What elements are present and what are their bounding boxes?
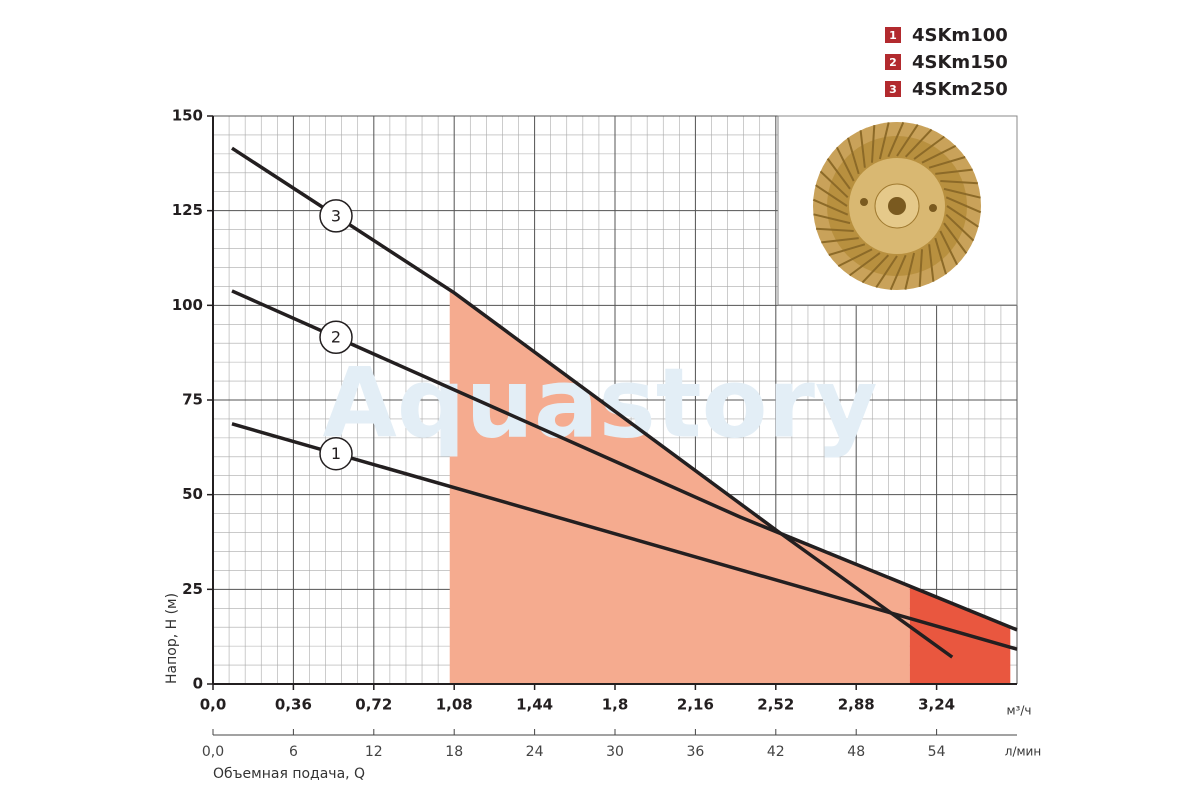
impeller-blade xyxy=(934,237,947,275)
curve-label: 3 xyxy=(331,206,341,225)
x2-tick-label: 6 xyxy=(289,744,298,760)
x2-tick-label: 42 xyxy=(767,744,785,760)
legend-number: 1 xyxy=(889,29,897,42)
x2-axis-label: Объемная подача, Q xyxy=(213,766,365,782)
curve-label: 2 xyxy=(331,328,341,347)
impeller-blade xyxy=(871,125,876,163)
impeller-blade xyxy=(836,146,855,182)
impeller-blade xyxy=(943,187,981,199)
impeller-blade xyxy=(935,168,973,175)
x2-tick-label: 18 xyxy=(445,744,463,760)
impeller-blade xyxy=(928,244,935,282)
x2-tick-label: 48 xyxy=(847,744,865,760)
legend-swatch xyxy=(885,54,901,70)
impeller-blade xyxy=(826,158,851,190)
impeller-blade xyxy=(904,252,916,290)
x2-tick-label: 30 xyxy=(606,744,624,760)
x-tick-label: 2,88 xyxy=(838,696,875,714)
y-axis-label: Напор, H (м) xyxy=(164,593,180,684)
x-tick-label: 1,08 xyxy=(436,696,473,714)
impeller-blade xyxy=(913,135,945,160)
impeller-blade xyxy=(875,255,898,288)
legend-label: 4SKm250 xyxy=(912,79,1008,100)
y-tick-label: 75 xyxy=(182,391,203,409)
impeller xyxy=(812,121,982,291)
curve xyxy=(231,289,1018,632)
impeller-blade xyxy=(943,222,968,254)
impeller-blade xyxy=(887,121,905,158)
curve-label-circle xyxy=(319,199,353,233)
y-tick-label: 0 xyxy=(193,675,203,693)
x-tick-label: 2,52 xyxy=(757,696,794,714)
legend-label: 4SKm150 xyxy=(912,52,1008,73)
impeller-blade xyxy=(837,248,873,267)
impeller-blade xyxy=(812,198,849,216)
impeller-blade xyxy=(939,230,958,266)
y-tick-label: 25 xyxy=(182,580,203,598)
x-tick-label: 1,8 xyxy=(602,696,629,714)
x-tick-label: 0,36 xyxy=(275,696,312,714)
impeller-blade xyxy=(819,170,849,199)
impeller-blade xyxy=(889,254,907,291)
impeller-blade xyxy=(861,254,890,284)
watermark: Aquastory xyxy=(322,347,877,459)
impeller-blade xyxy=(928,156,966,169)
axes: 0 25 50 75 100 125 150 0,0 0,36 0,72 1,08 1,44 1,8 2,… xyxy=(164,107,1041,783)
x2-tick-label: 0,0 xyxy=(202,744,224,760)
x-tick-label: 2,16 xyxy=(677,696,714,714)
x-tick-label: 0,72 xyxy=(355,696,392,714)
impeller-blade xyxy=(821,237,859,244)
legend-swatch xyxy=(885,81,901,97)
curve-label: 1 xyxy=(331,444,341,463)
curve-label-circle xyxy=(319,436,353,471)
y-tick-label: 100 xyxy=(172,296,203,314)
impeller-blade xyxy=(918,249,923,287)
x2-tick-label: 54 xyxy=(928,744,946,760)
impeller-blade xyxy=(921,145,957,164)
x2-tick-label: 24 xyxy=(526,744,544,760)
impeller-image xyxy=(777,115,1018,306)
x2-tick-label: 36 xyxy=(686,744,704,760)
legend: 1 4SKm100 2 4SKm150 3 4SKm250 xyxy=(885,25,1008,100)
impeller-blade xyxy=(945,213,975,242)
impeller-blade xyxy=(946,205,979,228)
impeller-blade xyxy=(859,130,866,168)
impeller-blade xyxy=(828,243,866,256)
y-tick-label: 125 xyxy=(172,201,203,219)
impeller-blade xyxy=(896,124,919,157)
impeller-hole xyxy=(929,204,937,212)
shaded-range xyxy=(909,586,1011,684)
legend-number: 2 xyxy=(889,56,897,69)
impeller-blade xyxy=(849,252,881,277)
impeller-blade xyxy=(816,227,854,232)
curve-label-circle xyxy=(319,320,353,354)
x-tick-label: 3,24 xyxy=(918,696,955,714)
impeller-blade xyxy=(878,122,890,160)
y-tick-label: 50 xyxy=(182,485,203,503)
x2-tick-label: 12 xyxy=(365,744,383,760)
y-tick-label: 150 xyxy=(172,107,203,125)
impeller-blade xyxy=(813,213,851,225)
x-unit: м³/ч xyxy=(1007,704,1032,718)
impeller-blade xyxy=(940,180,978,185)
x-tick-label: 1,44 xyxy=(516,696,553,714)
impeller-blade xyxy=(847,137,860,175)
series: 1 2 3 xyxy=(231,146,1018,659)
x-tick-label: 0,0 xyxy=(200,696,227,714)
legend-swatch xyxy=(885,27,901,43)
impeller-bore xyxy=(888,197,906,215)
x2-unit: л/мин xyxy=(1005,745,1041,759)
impeller-blade xyxy=(945,196,982,214)
legend-label: 4SKm100 xyxy=(912,25,1008,46)
impeller-blade xyxy=(815,184,848,207)
impeller-hole xyxy=(860,198,868,206)
impeller-blade xyxy=(904,128,933,158)
legend-number: 3 xyxy=(889,83,897,96)
